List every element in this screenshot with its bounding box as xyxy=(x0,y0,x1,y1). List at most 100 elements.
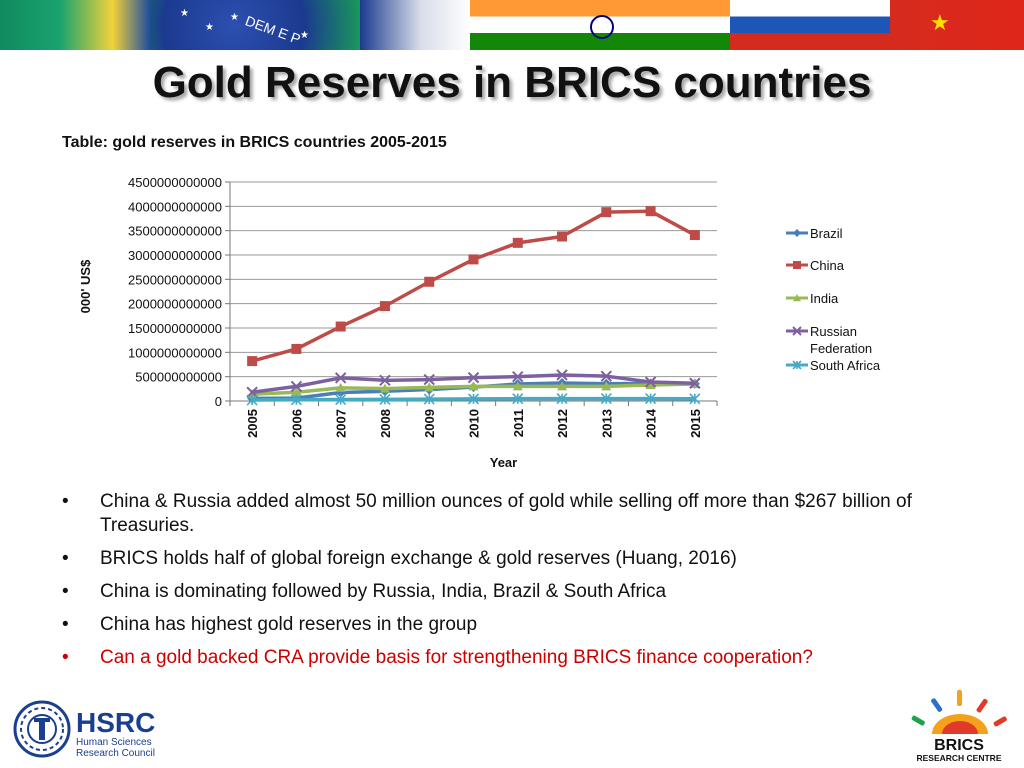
y-tick-label: 2500000000000 xyxy=(128,272,222,287)
data-point xyxy=(468,254,479,265)
x-tick-label: 2009 xyxy=(422,409,437,438)
bullet-text: BRICS holds half of global foreign excha… xyxy=(100,548,737,569)
data-point xyxy=(512,237,523,248)
flag-brazil-strip xyxy=(0,0,150,50)
x-tick-label: 2013 xyxy=(599,409,614,438)
data-point xyxy=(512,393,524,405)
slide-title: Gold Reserves in BRICS countries xyxy=(152,58,872,107)
data-point xyxy=(247,356,258,367)
legend-marker xyxy=(792,360,802,370)
data-point xyxy=(424,276,435,287)
y-tick-label: 1000000000000 xyxy=(128,345,222,360)
bullet-text: Can a gold backed CRA provide basis for … xyxy=(100,647,813,668)
legend-marker xyxy=(793,294,801,302)
data-point xyxy=(335,382,346,392)
data-point xyxy=(291,343,302,354)
data-point xyxy=(557,231,568,242)
svg-text:Research Council: Research Council xyxy=(76,748,155,759)
bullet-dot: • xyxy=(62,647,69,668)
data-point xyxy=(601,381,612,391)
legend-marker xyxy=(793,229,801,237)
chart-caption: Table: gold reserves in BRICS countries … xyxy=(62,134,447,151)
bullet-text: China is dominating followed by Russia, … xyxy=(100,581,667,602)
svg-text:Human Sciences: Human Sciences xyxy=(76,737,152,748)
data-point xyxy=(467,371,480,384)
svg-text:DEM E P: DEM E P xyxy=(243,12,303,47)
svg-text:HSRC: HSRC xyxy=(76,707,155,738)
data-point xyxy=(379,383,390,393)
bullet-dot: • xyxy=(62,614,69,635)
x-tick-label: 2015 xyxy=(688,409,703,438)
legend-marker xyxy=(793,261,801,269)
y-tick-label: 0 xyxy=(215,394,222,409)
star-icon: ★ xyxy=(930,10,950,35)
data-point xyxy=(423,393,435,405)
bullet-item: • China has highest gold reserves in the … xyxy=(62,613,962,637)
bullet-item: • China is dominating followed by Russia,… xyxy=(62,580,962,604)
data-point xyxy=(290,394,302,406)
data-point xyxy=(379,301,390,312)
data-point xyxy=(512,381,523,391)
x-tick-label: 2011 xyxy=(511,409,526,437)
data-point xyxy=(379,374,391,387)
bullet-dot: • xyxy=(62,581,69,602)
data-point xyxy=(335,321,346,332)
legend-label: China xyxy=(810,258,845,273)
x-tick-label: 2008 xyxy=(378,409,393,438)
ashoka-chakra-icon xyxy=(590,15,614,39)
data-point xyxy=(600,393,612,405)
flag-china: ★ xyxy=(890,0,1024,50)
legend-label: South Africa xyxy=(810,358,881,373)
data-point xyxy=(290,380,303,393)
data-point xyxy=(424,382,435,392)
data-point xyxy=(645,379,656,389)
brics-research-centre-logo: BRICS RESEARCH CENTRE xyxy=(911,690,1007,763)
data-point xyxy=(334,372,347,384)
data-point xyxy=(644,376,657,388)
data-point xyxy=(600,370,613,382)
data-point xyxy=(601,207,612,218)
y-axis-title: 000' US$ xyxy=(78,259,93,313)
y-tick-label: 4000000000000 xyxy=(128,199,222,214)
bullet-text: China has highest gold reserves in the g… xyxy=(100,614,478,635)
flag-india xyxy=(470,0,730,50)
bullet-item: • Can a gold backed CRA provide basis for… xyxy=(62,646,962,670)
legend-label: India xyxy=(810,291,839,306)
bullet-dot: • xyxy=(62,548,69,569)
x-tick-label: 2010 xyxy=(467,409,482,438)
data-point xyxy=(379,393,391,405)
data-point xyxy=(512,370,524,383)
bullet-item: • BRICS holds half of global foreign exch… xyxy=(62,547,962,571)
data-point xyxy=(689,230,700,241)
data-point xyxy=(556,393,568,405)
data-point xyxy=(423,373,435,386)
data-point xyxy=(645,206,656,217)
x-tick-label: 2012 xyxy=(555,409,570,438)
flag-brazil-globe: ★ ★ ★ ★ DEM E P xyxy=(150,0,360,50)
flag-fade xyxy=(360,0,470,50)
y-tick-label: 4500000000000 xyxy=(128,175,222,190)
gold-reserves-chart: 0 500000000000 1000000000000 1500000000000 2… xyxy=(78,175,881,470)
bullet-item: • China & Russia added almost 50 million … xyxy=(62,490,962,538)
y-tick-label: 2000000000000 xyxy=(128,297,222,312)
flag-russia xyxy=(730,0,890,50)
svg-text:BRICS: BRICS xyxy=(934,737,984,754)
data-point xyxy=(556,369,568,381)
x-tick-label: 2006 xyxy=(289,409,304,438)
legend-label: Russian Federation xyxy=(810,324,872,356)
data-point xyxy=(468,381,479,391)
data-point xyxy=(689,377,701,389)
y-tick-label: 500000000000 xyxy=(135,370,222,385)
data-point xyxy=(291,387,302,397)
data-point xyxy=(645,393,657,405)
data-point xyxy=(335,393,347,406)
x-tick-label: 2014 xyxy=(644,408,659,438)
flags-banner: ★ ★ ★ ★ DEM E P ★ xyxy=(0,0,1024,50)
y-tick-label: 1500000000000 xyxy=(128,321,222,336)
bullet-list: • China & Russia added almost 50 million … xyxy=(62,490,962,679)
x-tick-label: 2007 xyxy=(334,409,349,438)
y-tick-label: 3000000000000 xyxy=(128,248,222,263)
x-tick-label: 2005 xyxy=(245,409,260,438)
hsrc-logo: HSRC Human Sciences Research Council xyxy=(13,700,155,759)
legend-marker xyxy=(792,326,802,336)
